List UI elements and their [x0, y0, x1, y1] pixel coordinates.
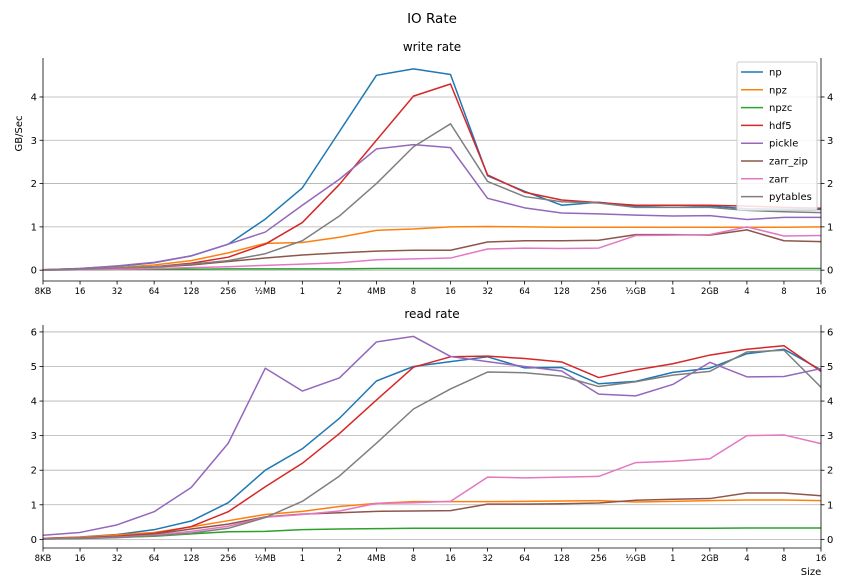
legend-label-npzc: npzc — [769, 103, 792, 114]
chart-1-xtick-label: 256 — [591, 554, 607, 564]
chart-1-ytick-label-left: 1 — [31, 500, 37, 511]
chart-1-xtick-label: 128 — [554, 554, 570, 564]
chart-1-ytick-label-right: 3 — [827, 431, 833, 442]
chart-1-ytick-label-right: 5 — [827, 362, 833, 373]
chart-0-series-npzc-line — [42, 267, 821, 271]
chart-1-ytick-label-right: 1 — [827, 500, 833, 511]
chart-1-ytick-label-left: 2 — [31, 466, 37, 477]
chart-1-ytick-label-right: 2 — [827, 466, 833, 477]
chart-0-xtick-label: ½MB — [255, 287, 277, 297]
chart-0-xtick-label: 256 — [220, 287, 236, 297]
chart-1-xtick-label: 16 — [816, 554, 827, 564]
legend-label-pytables: pytables — [769, 192, 812, 203]
chart-1-xtick-label: 2GB — [701, 554, 719, 564]
legend-label-zarr: zarr — [769, 174, 789, 185]
chart-0-title: write rate — [403, 40, 461, 54]
chart-0-series-pytables-line — [42, 123, 822, 271]
chart-0-xtick-label: 64 — [519, 287, 530, 297]
chart-1-ytick-label-left: 6 — [31, 327, 37, 338]
chart-1-title: read rate — [404, 307, 459, 321]
chart-1-xtick-label: 32 — [482, 554, 493, 564]
chart-1-xtick-label: 8KB — [35, 554, 52, 564]
legend-label-hdf5: hdf5 — [769, 121, 792, 132]
chart-1-xtick-label: 8 — [781, 554, 786, 564]
chart-0-xtick-label: 32 — [482, 287, 493, 297]
chart-0-series-np-line — [42, 68, 822, 271]
chart-1-ytick-label-right: 0 — [827, 535, 833, 546]
chart-0-ytick-label-right: 2 — [827, 179, 833, 190]
chart-1-ytick-label-left: 5 — [31, 362, 37, 373]
chart-1-xtick-label: 2 — [337, 554, 342, 564]
chart-1-xtick-label: 4MB — [367, 554, 386, 564]
chart-0-xtick-label: 8 — [781, 287, 786, 297]
chart-0-series-pickle-line — [42, 143, 821, 271]
chart-1-series-np-line — [42, 348, 822, 540]
chart-0-xtick-label: 1 — [670, 287, 675, 297]
chart-1-series-zarr-line — [42, 434, 822, 540]
chart-1-xlabel: Size — [801, 567, 822, 576]
chart-0-ytick-label-right: 4 — [827, 92, 833, 103]
chart-0-series-hdf5-line — [42, 83, 822, 271]
chart-0-ytick-label-left: 2 — [31, 179, 37, 190]
chart-1-xtick-label: ½MB — [255, 554, 277, 564]
chart-1-xtick-label: 1 — [300, 554, 305, 564]
chart-0-ytick-label-right: 1 — [827, 222, 833, 233]
chart-0-xtick-label: 1 — [300, 287, 305, 297]
chart-0-ytick-label-left: 3 — [31, 136, 37, 147]
chart-1-xtick-label: 1 — [670, 554, 675, 564]
chart-0-xtick-label: 64 — [149, 287, 160, 297]
chart-1-xtick-label: 32 — [112, 554, 123, 564]
chart-0-xtick-label: 128 — [554, 287, 570, 297]
chart-0-xtick-label: 4 — [744, 287, 749, 297]
legend-label-pickle: pickle — [769, 139, 798, 150]
chart-1-ytick-label-left: 0 — [31, 535, 37, 546]
chart-0-ytick-label-right: 0 — [827, 266, 833, 277]
chart-0-xtick-label: 128 — [183, 287, 199, 297]
chart-1-series-zarr-zip-line — [42, 492, 822, 540]
chart-1-series-pytables-line — [42, 349, 822, 540]
chart-0-xtick-label: ½GB — [625, 287, 646, 297]
chart-0-series-npz-line — [42, 225, 822, 271]
legend-box — [736, 61, 818, 211]
chart-0-xtick-label: 16 — [445, 287, 456, 297]
chart-1-ytick-label-left: 3 — [31, 431, 37, 442]
chart-1-xtick-label: ½GB — [625, 554, 646, 564]
chart-0-series-zarr-line — [42, 226, 822, 271]
chart-0-ytick-label-left: 4 — [31, 92, 37, 103]
chart-0-ylabel: GB/Sec — [14, 116, 25, 152]
chart-1-xtick-label: 8 — [411, 554, 416, 564]
legend-label-npz: npz — [769, 85, 787, 96]
chart-1-xtick-label: 256 — [220, 554, 236, 564]
chart-0-xtick-label: 2 — [337, 287, 342, 297]
figure-title: IO Rate — [407, 11, 457, 27]
legend-label-np: np — [769, 68, 782, 79]
chart-1-xtick-label: 16 — [445, 554, 456, 564]
chart-1-xtick-label: 64 — [519, 554, 530, 564]
chart-0-ytick-label-left: 0 — [31, 266, 37, 277]
chart-0-xtick-label: 8KB — [35, 287, 52, 297]
chart-0-xtick-label: 32 — [112, 287, 123, 297]
chart-0-xtick-label: 2GB — [701, 287, 719, 297]
chart-0-xtick-label: 8 — [411, 287, 416, 297]
chart-1-xtick-label: 4 — [744, 554, 749, 564]
chart-1-ytick-label-left: 4 — [31, 397, 37, 408]
chart-0-xtick-label: 16 — [75, 287, 86, 297]
write-rate-panel: 0 0 1 1 2 2 3 3 4 4 8KB 16 32 64 128 256 ½MB 1 2 4MB 8 16 32 64… — [14, 40, 833, 297]
chart-1-xtick-label: 16 — [75, 554, 86, 564]
chart-1-xtick-label: 128 — [183, 554, 199, 564]
chart-0-ytick-label-left: 1 — [31, 222, 37, 233]
chart-1-ytick-label-right: 4 — [827, 397, 833, 408]
chart-1-ytick-label-right: 6 — [827, 327, 833, 338]
chart-1-xtick-label: 64 — [149, 554, 160, 564]
chart-0-ytick-label-right: 3 — [827, 136, 833, 147]
chart-0-xtick-label: 16 — [816, 287, 827, 297]
legend-label-zarr-zip: zarr_zip — [769, 157, 808, 168]
chart-0-xtick-label: 256 — [591, 287, 607, 297]
chart-1-series-hdf5-line — [42, 344, 822, 540]
chart-0-xtick-label: 4MB — [367, 287, 386, 297]
